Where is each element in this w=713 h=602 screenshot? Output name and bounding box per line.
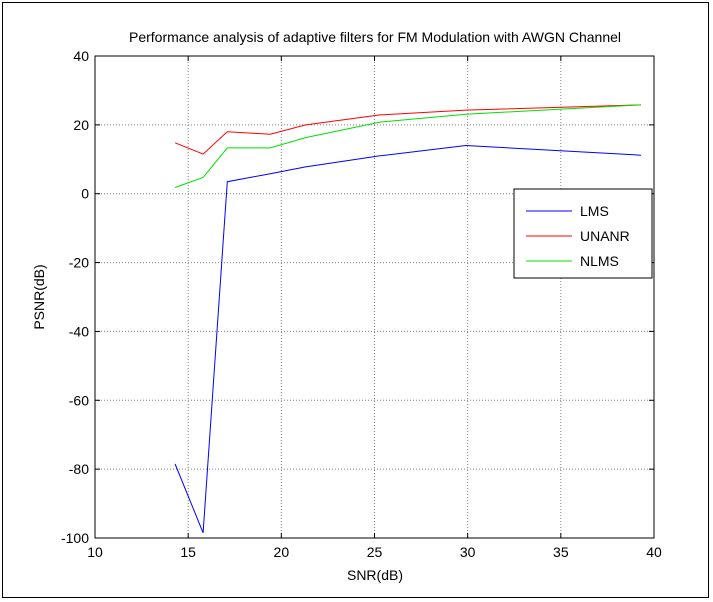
legend: LMS UNANR NLMS — [513, 188, 653, 279]
legend-label-lms: LMS — [580, 203, 609, 219]
x-axis-label: SNR(dB) — [347, 567, 403, 583]
y-axis-label: PSNR(dB) — [31, 264, 47, 329]
series-line-nlms — [174, 104, 642, 188]
x-tick-labels: 10 15 20 25 30 35 40 — [87, 544, 662, 560]
axis-ticks — [94, 55, 655, 539]
x-tick-label: 10 — [87, 544, 103, 560]
x-tick-label: 20 — [274, 544, 290, 560]
legend-label-nlms: NLMS — [580, 253, 619, 269]
y-tick-label: -60 — [69, 392, 89, 408]
y-tick-label: 40 — [73, 48, 89, 64]
series-line-lms — [174, 144, 642, 533]
y-tick-labels: -100 -80 -60 -40 -20 0 20 40 — [61, 48, 89, 546]
x-tick-label: 40 — [646, 544, 662, 560]
y-tick-label: 20 — [73, 117, 89, 133]
y-tick-label: -100 — [61, 530, 89, 546]
x-tick-label: 15 — [180, 544, 196, 560]
legend-box — [513, 188, 653, 279]
y-tick-label: -20 — [69, 255, 89, 271]
grid — [95, 56, 654, 538]
y-tick-label: -40 — [69, 323, 89, 339]
y-tick-label: -80 — [69, 461, 89, 477]
x-tick-label: 35 — [553, 544, 569, 560]
chart-title: Performance analysis of adaptive filters… — [129, 29, 621, 45]
series-lines — [174, 104, 642, 533]
legend-label-unanr: UNANR — [580, 228, 630, 244]
y-tick-label: 0 — [81, 186, 89, 202]
series-line-unanr — [174, 104, 642, 155]
x-tick-label: 30 — [460, 544, 476, 560]
x-tick-label: 25 — [367, 544, 383, 560]
